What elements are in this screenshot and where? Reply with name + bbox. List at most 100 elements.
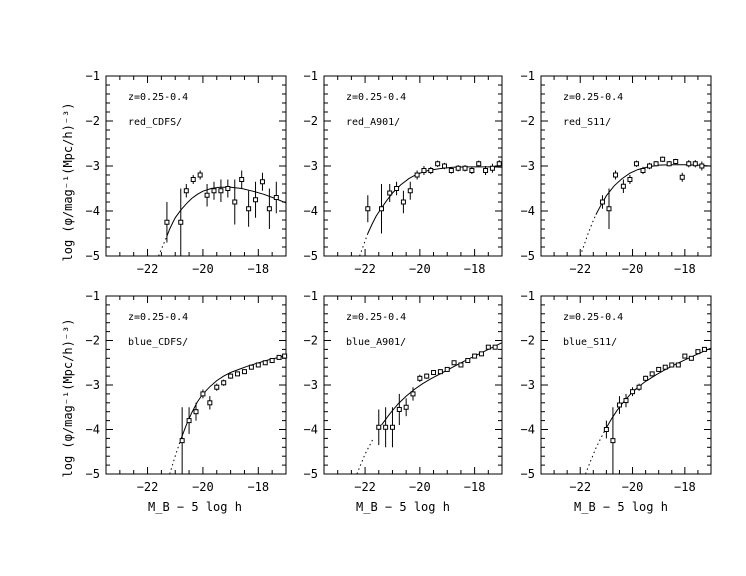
data-point xyxy=(679,174,685,180)
y-tick-label: −5 xyxy=(521,249,535,263)
fit-curve-extrapolated xyxy=(585,427,607,474)
y-tick-label: −3 xyxy=(304,159,318,173)
data-point xyxy=(266,206,272,212)
data-point xyxy=(437,369,443,375)
y-tick-label: −4 xyxy=(86,423,100,437)
data-point xyxy=(197,172,203,178)
y-tick-label: −4 xyxy=(304,204,318,218)
data-point xyxy=(190,177,196,182)
y-tick-label: −2 xyxy=(521,114,535,128)
data-point xyxy=(458,362,464,368)
data-point xyxy=(387,190,393,196)
data-point xyxy=(451,360,457,366)
data-point xyxy=(616,402,622,408)
y-tick-label: −3 xyxy=(521,159,535,173)
data-point xyxy=(200,391,206,397)
data-point xyxy=(478,351,484,357)
redshift-label: z=0.25-0.4 xyxy=(346,92,406,103)
data-point xyxy=(225,186,231,191)
data-point xyxy=(627,177,633,182)
redshift-label: z=0.25-0.4 xyxy=(563,92,623,103)
fit-curve-extrapolated xyxy=(158,236,168,256)
panel-blue-a901: −22 −20 −18 −5 −4 −3 −2 −1 z=0.25-0.4 blue_A901/ xyxy=(304,289,503,494)
redshift-label: z=0.25-0.4 xyxy=(563,312,623,323)
y-tick-label: −1 xyxy=(86,69,100,83)
data-point xyxy=(469,168,475,173)
y-axis-label-bottom: log (φ/mag⁻¹(Mpc/h)⁻³) xyxy=(61,319,75,478)
fit-curve xyxy=(367,166,502,234)
data-point xyxy=(606,206,612,212)
data-point xyxy=(239,177,245,182)
x-tick-label: −18 xyxy=(674,480,696,494)
data-point xyxy=(253,197,259,203)
data-point xyxy=(276,354,282,360)
data-point xyxy=(417,375,423,381)
data-point xyxy=(383,424,389,430)
x-tick-label: −18 xyxy=(464,262,486,276)
data-point xyxy=(496,161,502,167)
data-point xyxy=(273,195,279,200)
x-axis-label-middle: M_B − 5 log h xyxy=(356,500,450,514)
y-tick-label: −1 xyxy=(521,289,535,303)
data-point xyxy=(394,186,400,191)
data-point xyxy=(221,380,227,386)
data-point xyxy=(186,418,192,424)
y-tick-label: −5 xyxy=(304,249,318,263)
fit-curve-extrapolated xyxy=(169,439,182,474)
x-tick-label: −22 xyxy=(569,480,591,494)
data-point xyxy=(610,438,616,444)
data-point xyxy=(389,424,395,430)
y-tick-label: −5 xyxy=(521,467,535,481)
data-point xyxy=(695,349,701,355)
data-point xyxy=(441,163,447,169)
data-point xyxy=(489,165,495,171)
data-point xyxy=(455,165,461,171)
data-point xyxy=(599,199,605,205)
data-point xyxy=(365,206,371,212)
data-point xyxy=(660,156,666,162)
y-tick-label: −4 xyxy=(521,423,535,437)
x-axis-label-right: M_B − 5 log h xyxy=(574,500,668,514)
panel-red-a901: −22 −20 −18 −5 −4 −3 −2 −1 z=0.25-0.4 red_A901/ xyxy=(304,69,503,276)
fit-curve-extrapolated xyxy=(579,214,597,256)
y-tick-label: −4 xyxy=(304,423,318,437)
data-point xyxy=(682,353,688,359)
sample-label: blue_A901/ xyxy=(346,337,406,348)
x-tick-label: −20 xyxy=(192,480,214,494)
data-point xyxy=(649,371,655,377)
x-tick-label: −20 xyxy=(409,480,431,494)
data-point xyxy=(193,409,199,415)
data-point xyxy=(421,168,427,173)
data-point xyxy=(483,168,489,173)
y-tick-label: −2 xyxy=(86,334,100,348)
data-point xyxy=(630,389,636,395)
panel-red-cdfs: −22 −20 −18 −5 −4 −3 −2 −1 z=0.25-0.4 red_CDFS/ xyxy=(86,69,287,276)
plot-frame xyxy=(323,75,503,257)
data-point xyxy=(428,168,434,173)
data-point xyxy=(241,369,247,375)
data-point xyxy=(666,161,672,167)
x-tick-label: −22 xyxy=(137,262,159,276)
y-tick-label: −2 xyxy=(521,334,535,348)
data-point xyxy=(262,360,268,366)
data-point xyxy=(248,364,254,370)
sample-label: blue_CDFS/ xyxy=(128,337,188,348)
x-tick-label: −22 xyxy=(569,262,591,276)
y-tick-label: −3 xyxy=(521,378,535,392)
data-point xyxy=(259,179,265,185)
data-point xyxy=(669,362,675,368)
sample-label: red_CDFS/ xyxy=(128,117,182,128)
x-tick-label: −22 xyxy=(354,262,376,276)
data-point xyxy=(211,188,217,194)
fit-curve-extrapolated xyxy=(359,233,369,256)
y-tick-label: −3 xyxy=(86,159,100,173)
data-point xyxy=(643,375,649,381)
x-tick-label: −20 xyxy=(622,480,644,494)
y-tick-label: −1 xyxy=(521,69,535,83)
data-point xyxy=(379,206,385,212)
data-point xyxy=(218,188,224,194)
y-tick-label: −3 xyxy=(86,378,100,392)
x-tick-label: −20 xyxy=(192,262,214,276)
fit-curve xyxy=(180,355,286,440)
data-point xyxy=(431,370,437,376)
